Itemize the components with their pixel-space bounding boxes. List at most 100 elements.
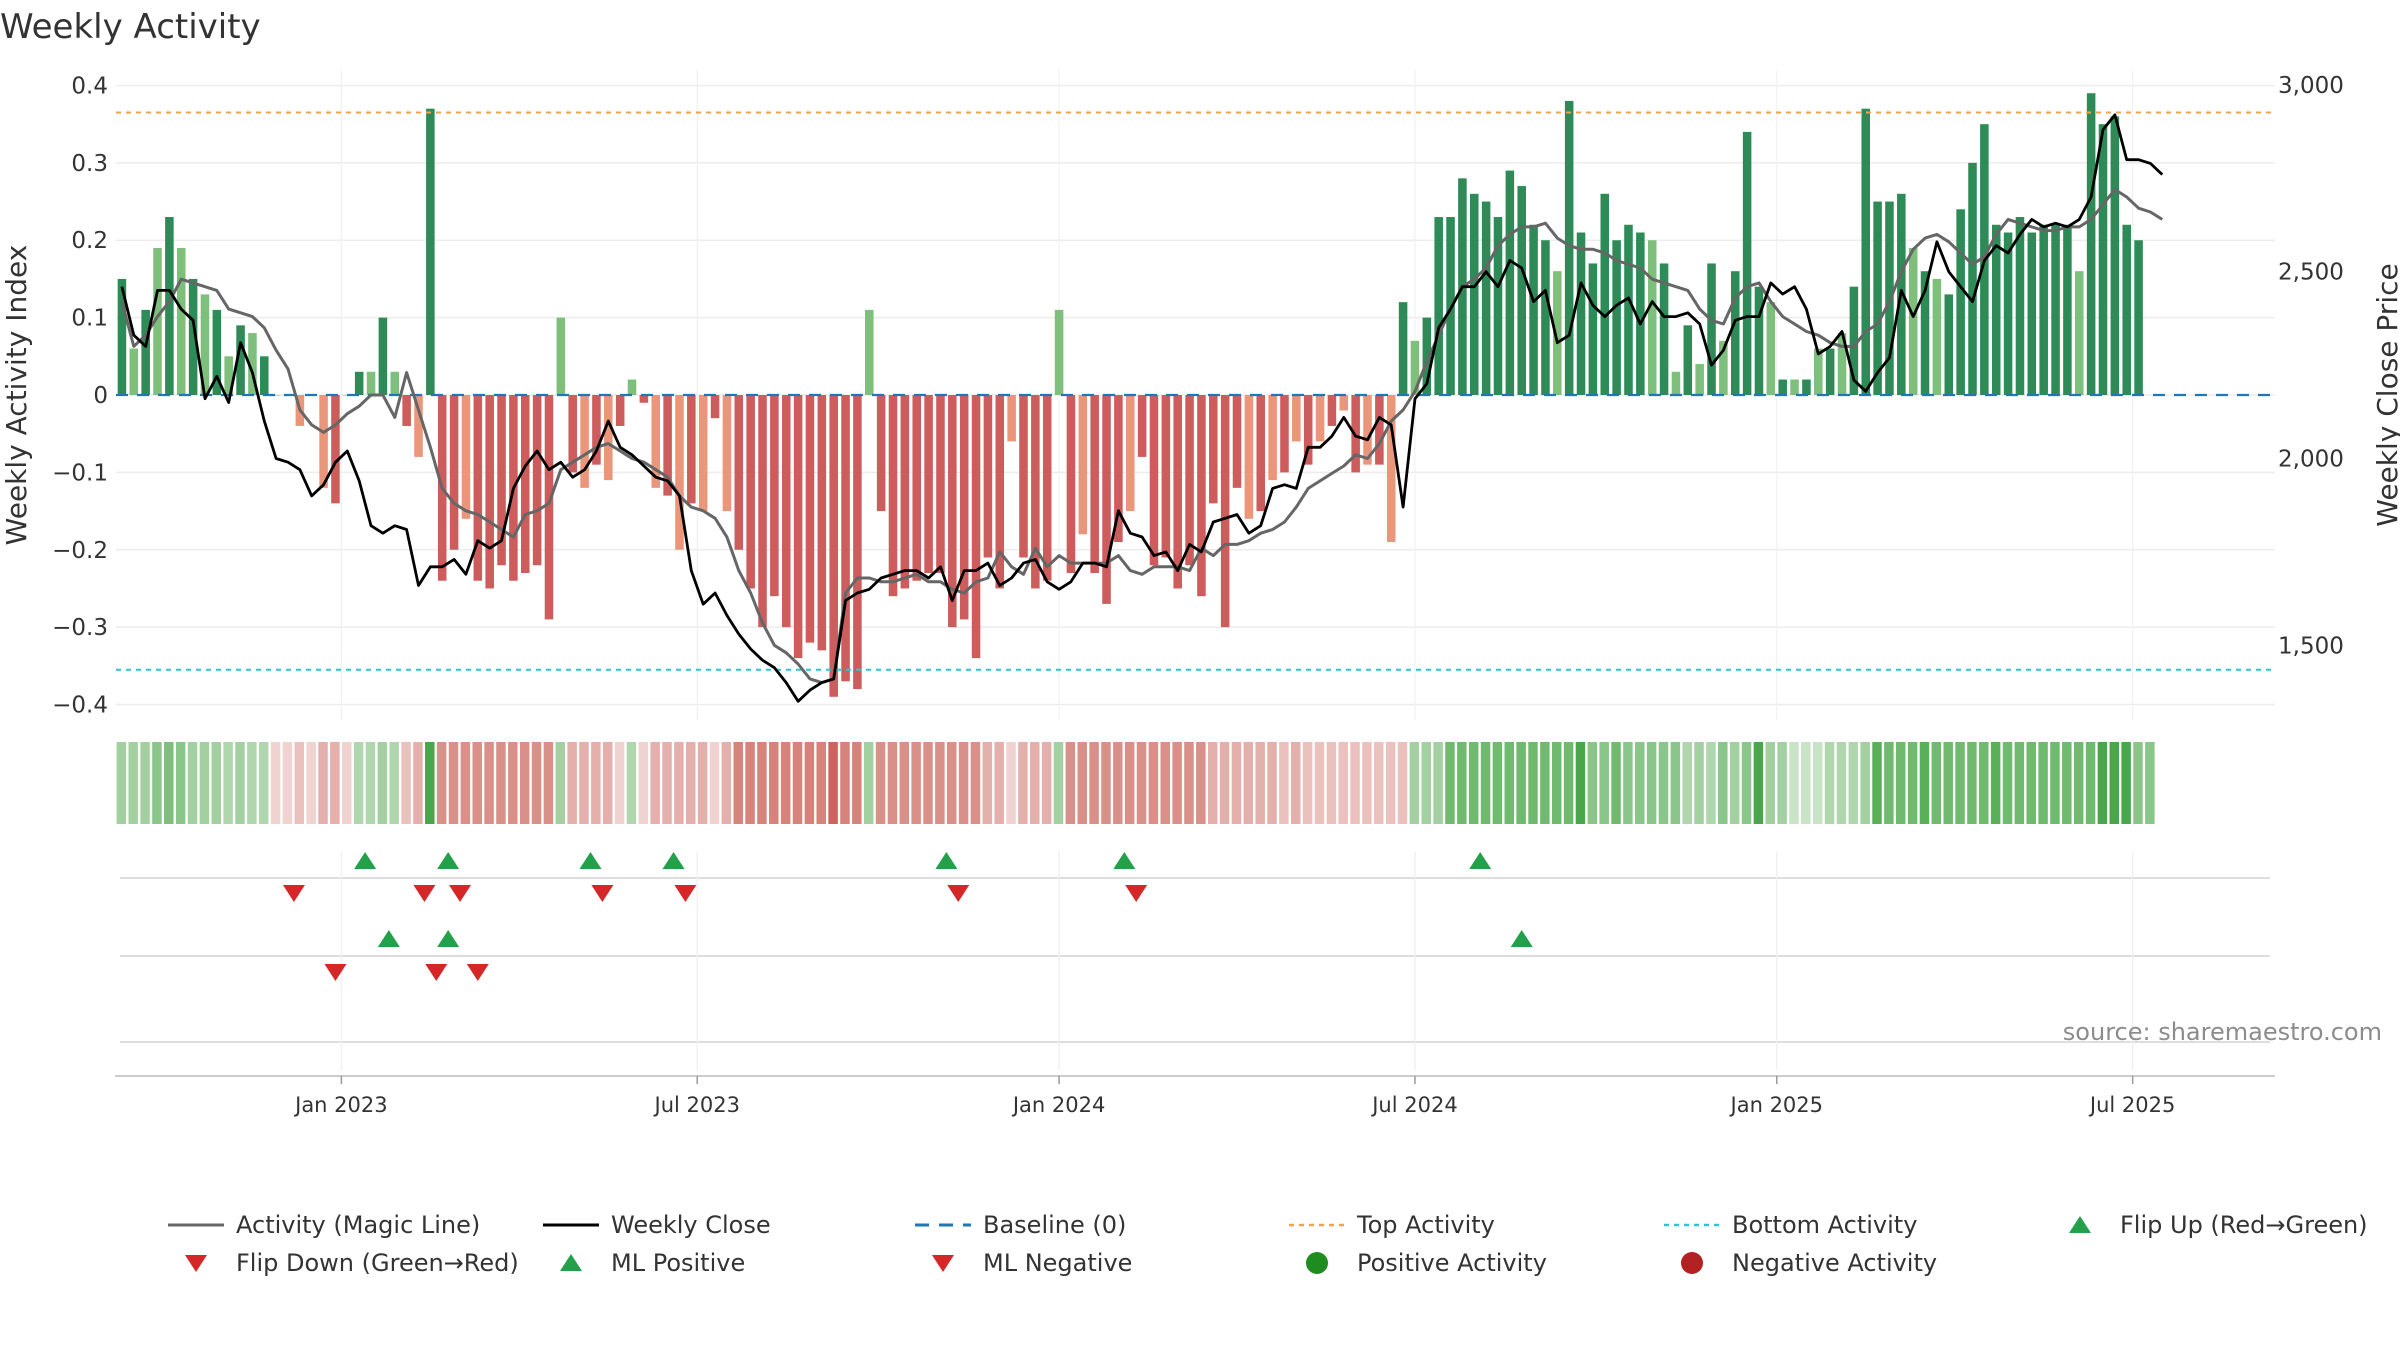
activity-bar xyxy=(165,217,174,395)
heat-cell xyxy=(1943,742,1953,824)
activity-bar xyxy=(414,395,423,457)
legend-positive-activity-symbol xyxy=(1306,1252,1328,1274)
activity-bar xyxy=(2039,224,2048,395)
heat-cell xyxy=(911,742,921,824)
legend-label: Baseline (0) xyxy=(983,1211,1126,1239)
activity-bar xyxy=(2086,93,2096,395)
heat-cell xyxy=(733,742,743,824)
heat-cell xyxy=(1006,742,1016,824)
heat-cell xyxy=(1053,742,1064,824)
ml-positive-marker xyxy=(1510,930,1533,947)
activity-bar xyxy=(153,247,162,395)
heat-cell xyxy=(1362,742,1372,824)
flip-up-marker xyxy=(579,852,602,869)
heat-cell xyxy=(745,742,755,824)
activity-bar xyxy=(2063,224,2072,395)
heat-cell xyxy=(270,742,281,824)
heat-cell xyxy=(448,742,459,824)
ml-positive-marker xyxy=(377,930,400,947)
activity-bar xyxy=(1683,325,1693,395)
heat-cell xyxy=(2073,742,2084,824)
activity-bar xyxy=(817,395,827,651)
ml-negative-marker xyxy=(425,964,448,981)
heat-cell xyxy=(816,742,826,824)
heat-cell xyxy=(697,742,708,824)
activity-bar xyxy=(865,309,874,395)
activity-bar xyxy=(805,395,815,643)
activity-bar xyxy=(1493,217,1503,395)
y2-axis-label: Weekly Close Price xyxy=(2371,263,2400,526)
heat-cell xyxy=(840,742,850,824)
activity-bar xyxy=(2027,232,2037,395)
activity-bar xyxy=(236,325,245,395)
heat-cell xyxy=(1635,742,1645,824)
y2-tick-label: 1,500 xyxy=(2278,633,2344,659)
activity-bar xyxy=(1707,263,1716,395)
heat-cell xyxy=(306,742,316,824)
source-note: source: sharemaestro.com xyxy=(2063,1018,2382,1046)
y-tick-label: 0.3 xyxy=(71,151,108,177)
heat-cell xyxy=(875,742,886,824)
heat-cell xyxy=(116,742,127,824)
activity-bar xyxy=(770,395,779,597)
heat-cell xyxy=(1231,742,1242,824)
activity-bar xyxy=(1825,348,1835,395)
heat-cell xyxy=(1895,742,1906,824)
activity-bar xyxy=(948,395,957,628)
chart-title: Weekly Activity xyxy=(0,7,261,47)
legend-label: ML Negative xyxy=(983,1249,1132,1277)
heat-cell xyxy=(1658,742,1669,824)
weekly-close-line xyxy=(120,113,2164,703)
heat-cell xyxy=(436,742,447,824)
heat-cell xyxy=(1623,742,1633,824)
heat-cell xyxy=(1753,742,1764,824)
activity-bar xyxy=(176,247,186,395)
heat-cell xyxy=(626,742,637,824)
activity-bar xyxy=(1766,302,1776,395)
activity-bar xyxy=(260,356,269,395)
heat-cell xyxy=(401,742,411,824)
heat-cell xyxy=(1967,742,1977,824)
heat-cell xyxy=(1421,742,1431,824)
activity-bar xyxy=(212,309,222,395)
activity-bar xyxy=(1944,294,1954,395)
heat-cell xyxy=(2133,742,2143,824)
activity-bar xyxy=(1327,395,1337,426)
activity-bar xyxy=(924,395,933,573)
heat-cell xyxy=(1445,742,1455,824)
x-tick-label: Jan 2024 xyxy=(1011,1093,1106,1117)
heat-cell xyxy=(175,742,186,824)
heat-cell xyxy=(792,742,803,824)
heat-cell xyxy=(1350,742,1360,824)
activity-bar xyxy=(1991,224,2001,395)
flip-up-marker xyxy=(935,852,958,869)
heat-cell xyxy=(1848,742,1859,824)
activity-bar xyxy=(1932,278,1942,395)
activity-bar xyxy=(971,395,981,659)
activity-bar xyxy=(2110,116,2120,395)
heat-cell xyxy=(152,742,162,824)
activity-bar xyxy=(1280,395,1289,473)
y-tick-label: −0.3 xyxy=(52,615,108,641)
activity-bar xyxy=(1232,395,1242,488)
activity-bar xyxy=(2134,240,2143,395)
activity-bar xyxy=(1102,395,1111,604)
heat-cell xyxy=(1528,742,1538,824)
heat-cell xyxy=(330,742,340,824)
heat-cell xyxy=(1516,742,1526,824)
heat-cell xyxy=(1990,742,2001,824)
heat-cell xyxy=(852,742,862,824)
heat-cell xyxy=(2014,742,2025,824)
activity-bar xyxy=(663,395,672,496)
heat-cell xyxy=(223,742,233,824)
y-tick-label: −0.2 xyxy=(52,538,108,564)
heat-cell xyxy=(1729,742,1740,824)
heat-cell xyxy=(1219,742,1230,824)
activity-bar xyxy=(426,108,435,395)
x-axis: Jan 2023 Jul 2023 Jan 2024 Jul 2024 Jan 2025… xyxy=(293,1076,2175,1117)
activity-bar xyxy=(912,395,921,581)
activity-bar xyxy=(497,395,506,566)
heat-cell xyxy=(2097,742,2108,824)
activity-bar xyxy=(1588,263,1598,395)
